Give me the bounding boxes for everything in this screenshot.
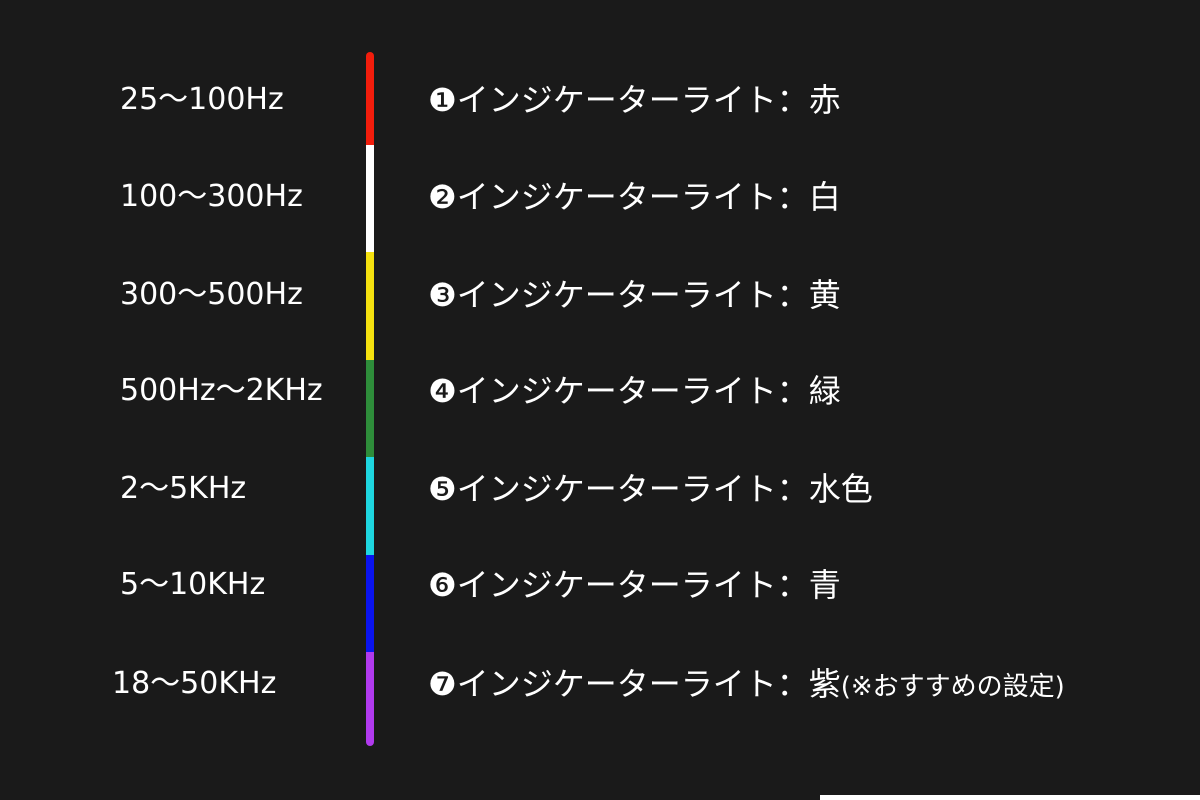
indicator-light-label: ❷インジケーターライト：白: [428, 177, 841, 217]
color-segment: [366, 360, 374, 457]
frequency-range: 300〜500Hz: [120, 277, 303, 312]
color-segment: [366, 252, 374, 360]
recommended-note: (※おすすめの設定): [840, 672, 1065, 702]
indicator-light-label: ❺インジケーターライト：水色: [428, 469, 873, 509]
indicator-light-text: ❹インジケーターライト：緑: [428, 372, 841, 410]
frequency-range: 100〜300Hz: [120, 179, 303, 214]
indicator-light-label: ❹インジケーターライト：緑: [428, 371, 841, 411]
indicator-light-label: ❼インジケーターライト：紫(※おすすめの設定): [428, 664, 1065, 704]
color-bar: [366, 52, 374, 746]
indicator-light-label: ❸インジケーターライト：黄: [428, 275, 841, 315]
frequency-range: 500Hz〜2KHz: [120, 373, 323, 408]
color-segment: [366, 457, 374, 555]
indicator-light-text: ❼インジケーターライト：紫: [428, 665, 841, 703]
frequency-range: 2〜5KHz: [120, 471, 247, 506]
color-segment: [366, 145, 374, 252]
indicator-light-label: ❶インジケーターライト：赤: [428, 80, 841, 120]
indicator-light-text: ❻インジケーターライト：青: [428, 566, 841, 604]
color-segment: [366, 555, 374, 652]
indicator-light-text: ❸インジケーターライト：黄: [428, 276, 841, 314]
indicator-light-text: ❶インジケーターライト：赤: [428, 81, 841, 119]
indicator-light-label: ❻インジケーターライト：青: [428, 565, 841, 605]
bottom-white-strip: [820, 795, 1200, 800]
color-segment: [366, 52, 374, 145]
color-segment: [366, 652, 374, 746]
frequency-range: 25〜100Hz: [120, 82, 284, 117]
indicator-light-text: ❷インジケーターライト：白: [428, 178, 841, 216]
frequency-range: 5〜10KHz: [120, 567, 266, 602]
indicator-light-text: ❺インジケーターライト：水色: [428, 470, 873, 508]
frequency-range: 18〜50KHz: [112, 666, 277, 701]
